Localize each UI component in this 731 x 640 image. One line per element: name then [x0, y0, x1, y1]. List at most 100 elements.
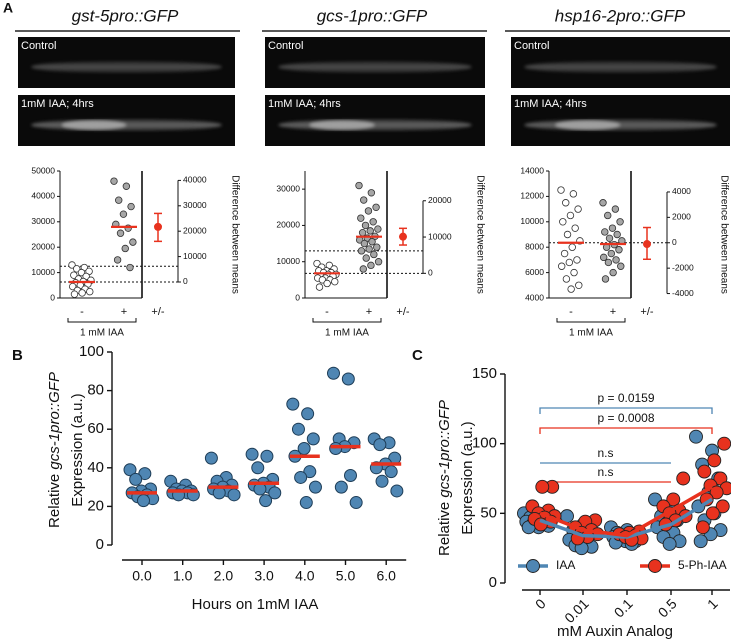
data-point [373, 438, 387, 452]
data-point [301, 407, 315, 421]
data-point [70, 290, 79, 298]
x-tick-label: 0.01 [561, 595, 592, 626]
worm [31, 119, 222, 131]
comparison-label: n.s [597, 446, 613, 460]
data-point [362, 254, 370, 262]
data-point [329, 442, 343, 455]
data-point [604, 258, 613, 267]
data-point [693, 534, 708, 549]
y-axis-label: Relative gcs-1pro::GFP [46, 372, 63, 528]
y-tick-label: 40000 [31, 191, 55, 201]
y-tick-label: 100 [472, 435, 497, 452]
data-point [245, 447, 259, 461]
data-point [615, 246, 623, 254]
data-point [705, 506, 720, 521]
y2-tick-label: 30000 [183, 200, 207, 210]
y-tick-label: 20000 [276, 220, 300, 230]
mean-line [539, 485, 713, 538]
x-tick-label: +/- [396, 306, 409, 318]
data-point [308, 480, 322, 494]
group-label: 1 mM IAA [80, 328, 124, 339]
x-tick-label: 0 [532, 595, 549, 612]
data-point [127, 202, 135, 211]
panel-title: hsp16-2pro::GFP [555, 6, 686, 25]
legend-label: IAA [556, 558, 575, 572]
legend-marker [526, 559, 540, 573]
y-axis-label: Expression (a.u.) [459, 421, 476, 534]
data-point [361, 221, 370, 230]
y-tick-label: 0 [295, 292, 300, 302]
y2-tick-label: 20000 [183, 225, 207, 235]
data-point [286, 397, 300, 411]
data-point [334, 480, 348, 494]
image-label: 1mM IAA; 4hrs [514, 98, 587, 110]
data-point [343, 469, 357, 483]
data-point [370, 250, 378, 259]
data-point [122, 182, 131, 190]
y2-tick-label: 2000 [672, 212, 691, 222]
data-point [390, 484, 404, 498]
data-point [557, 186, 565, 194]
image-label: 1mM IAA; 4hrs [268, 98, 341, 110]
data-point [357, 247, 366, 255]
y-axis-label-part: Relative [46, 474, 63, 528]
data-point [360, 239, 369, 248]
data-point [359, 265, 367, 273]
y-tick-label: 50000 [31, 165, 55, 175]
data-point [303, 465, 317, 479]
x-tick-label: + [121, 306, 127, 318]
y-tick-label: 10000 [276, 256, 300, 266]
data-point [567, 285, 575, 293]
image-label: Control [21, 40, 56, 52]
y-tick-label: 4000 [525, 292, 544, 302]
mean-difference [399, 232, 407, 241]
data-point [113, 256, 122, 264]
worm [278, 61, 472, 73]
data-point [355, 181, 363, 190]
data-point [364, 207, 373, 215]
y-tick-label: 30000 [31, 216, 55, 226]
data-point [575, 281, 583, 289]
y2-tick-label: -4000 [672, 288, 694, 298]
y2-axis-label: Difference between means [474, 175, 485, 294]
data-point [599, 253, 608, 262]
data-point [323, 279, 331, 288]
x-axis-label: Hours on 1mM IAA [192, 596, 319, 613]
group-bracket [312, 318, 382, 323]
x-tick-label: - [569, 306, 573, 318]
data-point [251, 461, 265, 475]
y-tick-label: 6000 [525, 267, 544, 277]
data-point [557, 262, 566, 270]
data-point [360, 196, 368, 204]
y-axis-label: Relative gcs-1pro::GFP [436, 400, 453, 556]
data-point [374, 258, 383, 266]
data-point [612, 256, 620, 264]
y-tick-label: 100 [79, 343, 104, 360]
data-point [86, 287, 94, 296]
y-tick-label: 20000 [31, 241, 55, 251]
data-point [121, 244, 129, 253]
panel-title: gst-5pro::GFP [72, 6, 179, 25]
data-point [605, 234, 614, 243]
x-tick-label: 6.0 [376, 568, 396, 584]
x-tick-label: 0.5 [655, 595, 680, 620]
y-axis-label-part: gcs-1pro::GFP [46, 372, 63, 470]
legend-label: 5-Ph-IAA [678, 558, 727, 572]
data-point [366, 227, 374, 235]
x-tick-label: + [610, 306, 616, 318]
y-tick-label: 0 [489, 574, 497, 591]
data-point [695, 520, 710, 535]
data-point [565, 258, 574, 267]
data-point [601, 275, 610, 283]
data-point [571, 224, 579, 232]
panel-title: gcs-1pro::GFP [317, 6, 428, 25]
data-point [662, 537, 677, 551]
x-tick-label: 1 [704, 595, 721, 612]
y-tick-label: 20 [87, 497, 104, 514]
data-point [365, 245, 373, 253]
y2-axis-label: Difference between means [718, 175, 729, 294]
x-tick-label: - [80, 306, 84, 318]
data-point [574, 205, 582, 213]
data-point [369, 218, 377, 226]
data-point [327, 366, 340, 380]
